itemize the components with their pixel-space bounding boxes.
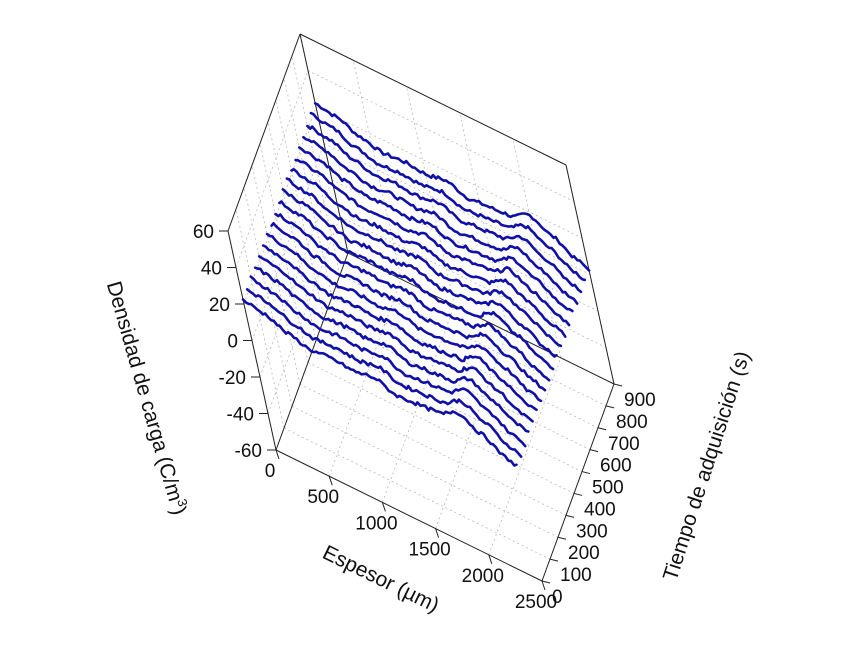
series-line	[278, 200, 555, 371]
y-tick-label: 0	[552, 587, 563, 608]
x-tick-mark	[541, 580, 546, 591]
frame-edge	[299, 33, 567, 166]
y-tick-mark	[557, 536, 567, 540]
x-tick-mark	[435, 528, 440, 538]
series-line	[297, 146, 574, 313]
series-line	[290, 167, 567, 338]
x-tick-label: 500	[307, 487, 339, 508]
grid-line	[315, 106, 583, 239]
series-line	[249, 275, 527, 448]
z-axis-label-close: )	[167, 505, 191, 518]
z-axis-label-sup: 3	[174, 497, 190, 508]
y-axis-label: Tiempo de adquisición (s)	[659, 348, 755, 583]
frame-edge	[565, 164, 615, 385]
y-tick-mark	[581, 471, 591, 475]
series-line	[313, 102, 591, 272]
series-line	[302, 135, 579, 305]
y-tick-mark	[565, 514, 575, 518]
series-line	[294, 158, 571, 327]
series-line	[274, 212, 551, 382]
z-tick-label: -60	[235, 441, 262, 462]
y-tick-label: 900	[624, 390, 656, 411]
grid-line	[251, 165, 301, 385]
grid-line	[512, 138, 562, 358]
x-tick-label: 1500	[408, 540, 450, 561]
x-tick-mark	[328, 476, 333, 486]
series-line	[309, 111, 587, 282]
z-tick-label: 20	[209, 295, 230, 316]
y-tick-mark	[573, 492, 583, 496]
grid-line	[283, 77, 333, 297]
x-tick-label: 2500	[515, 592, 557, 613]
grid-line	[406, 86, 455, 306]
y-tick-label: 100	[560, 565, 592, 586]
series-line	[270, 222, 547, 392]
series-line	[241, 298, 518, 467]
grid-line	[352, 60, 402, 280]
grid-line	[459, 112, 508, 332]
chart-grid	[227, 33, 615, 582]
z-tick-label: -40	[227, 405, 254, 426]
x-tick-mark	[381, 502, 386, 512]
y-tick-mark	[613, 383, 623, 387]
series-line	[261, 244, 538, 412]
y-tick-mark	[549, 558, 559, 562]
y-tick-label: 300	[576, 521, 608, 542]
tick-labels: 0500100015002000250001002003004005006007…	[193, 222, 656, 613]
series-line	[265, 232, 543, 403]
x-tick-label: 0	[265, 461, 276, 482]
y-tick-label: 700	[608, 434, 640, 455]
y-tick-label: 600	[600, 456, 632, 477]
y-tick-label: 800	[616, 412, 648, 433]
z-axis-label: Densidad de carga (C/m3)	[102, 278, 193, 517]
series-line	[285, 177, 563, 348]
y-tick-label: 500	[592, 478, 624, 499]
grid-line	[235, 209, 285, 429]
z-axis-label-main: Densidad de carga (C/m	[102, 279, 187, 504]
frame-edge	[227, 33, 301, 232]
grid-line	[275, 99, 325, 319]
y-tick-label: 400	[584, 499, 616, 520]
z-tick-label: 40	[201, 259, 222, 280]
x-tick-label: 2000	[462, 566, 504, 587]
grid-line	[259, 143, 309, 363]
frame-edge	[347, 252, 615, 385]
x-axis-line	[275, 449, 543, 582]
series-line	[253, 266, 530, 433]
frame-edge	[299, 33, 349, 254]
z-tick-label: 0	[227, 332, 238, 353]
y-tick-label: 200	[568, 543, 600, 564]
series-line	[306, 124, 583, 294]
chart-series	[241, 102, 591, 467]
series-line	[257, 255, 534, 423]
y-tick-mark	[589, 449, 599, 453]
z-tick-label: -20	[219, 368, 246, 389]
x-tick-label: 1000	[355, 513, 397, 534]
y-tick-mark	[541, 580, 551, 584]
series-line	[245, 288, 523, 458]
y-tick-mark	[605, 405, 615, 409]
x-tick-mark	[488, 554, 493, 564]
z-tick-label: 60	[193, 222, 214, 243]
x-tick-mark	[275, 449, 280, 460]
y-tick-mark	[597, 427, 607, 431]
y-axis-line	[541, 383, 615, 582]
series-line	[281, 188, 558, 358]
